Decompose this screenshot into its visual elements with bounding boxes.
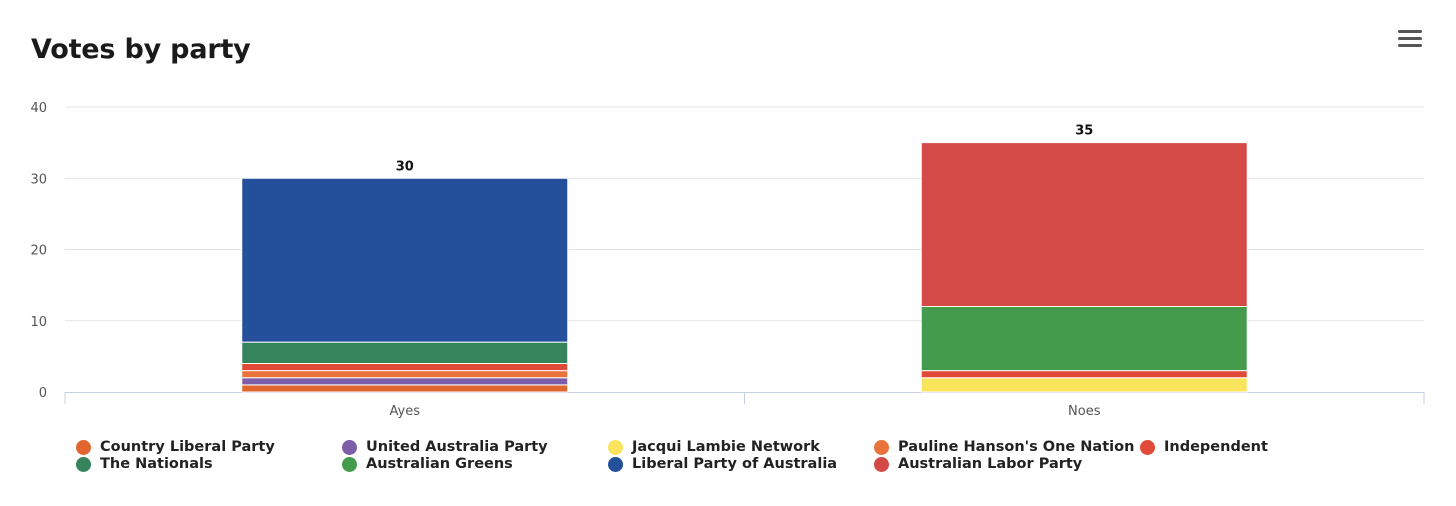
bar-segment [920,370,1248,379]
legend-marker [76,439,91,455]
hamburger-menu-icon[interactable] [1398,30,1422,50]
legend-item[interactable]: Pauline Hanson's One Nation [874,438,1134,456]
legend-item[interactable]: Australian Labor Party [874,455,1082,473]
legend-label: Jacqui Lambie Network [632,439,820,455]
bar-total-label: 35 [1075,124,1093,139]
legend-label: United Australia Party [366,439,548,455]
legend-marker [608,439,623,455]
y-tick-label: 40 [30,101,47,116]
votes-chart: 0 10 20 30 40 30 Ayes 35 Noes [30,101,1425,419]
bar-segment [241,370,569,379]
legend-label: Independent [1164,439,1268,455]
y-tick-label: 30 [30,172,47,187]
y-tick-label: 20 [30,244,47,259]
x-tick-label: Ayes [390,404,421,419]
bar-segment [241,177,569,343]
legend-label: The Nationals [100,456,213,472]
bar-segment [920,377,1248,393]
legend-marker [76,456,91,472]
x-tick-label: Noes [1068,404,1101,419]
legend-item[interactable]: Country Liberal Party [76,438,275,456]
bar-total-label: 30 [396,159,414,174]
legend-label: Pauline Hanson's One Nation [898,439,1135,455]
legend-marker [342,456,357,472]
bar-segment [241,377,569,386]
legend-label: Australian Labor Party [898,456,1083,472]
chart-title: Votes by party [31,34,251,65]
legend-item[interactable]: The Nationals [76,455,213,473]
legend-item[interactable]: Australian Greens [342,455,513,473]
legend-marker [1140,439,1155,455]
y-tick-label: 10 [30,315,47,330]
legend-item[interactable]: Liberal Party of Australia [608,455,837,473]
bar-segment [241,384,569,393]
bar-segment [920,306,1248,372]
legend-item[interactable]: Independent [1140,438,1268,456]
legend-label: Liberal Party of Australia [632,456,838,472]
bar-segment [241,341,569,364]
legend-marker [874,439,889,455]
legend-marker [342,439,357,455]
y-tick-label: 0 [39,386,47,401]
legend-item[interactable]: United Australia Party [342,438,548,456]
legend-marker [874,456,889,472]
bar-segment [920,142,1248,307]
legend-label: Country Liberal Party [100,439,275,455]
legend-item[interactable]: Jacqui Lambie Network [608,438,820,456]
bar-segment [241,363,569,372]
legend-label: Australian Greens [366,456,513,472]
legend-marker [608,456,623,472]
